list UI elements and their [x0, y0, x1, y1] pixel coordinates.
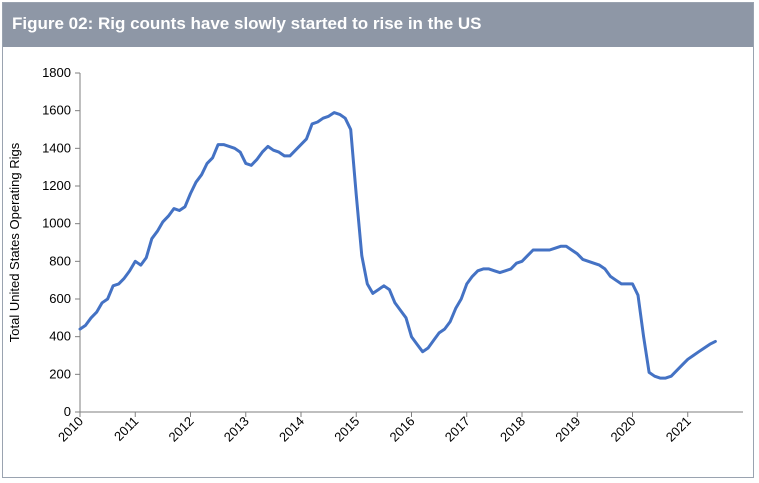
x-tick-label: 2020	[608, 414, 639, 445]
y-tick-label: 1200	[42, 178, 71, 193]
y-tick-label: 600	[49, 291, 71, 306]
x-tick-label: 2017	[442, 414, 473, 445]
x-tick-label: 2018	[497, 414, 528, 445]
chart-frame: Figure 02: Rig counts have slowly starte…	[2, 2, 754, 478]
y-tick-label: 1600	[42, 103, 71, 118]
chart-title: Figure 02: Rig counts have slowly starte…	[3, 3, 753, 47]
y-tick-label: 0	[64, 404, 71, 419]
y-tick-label: 400	[49, 329, 71, 344]
x-tick-label: 2013	[221, 414, 252, 445]
x-tick-label: 2015	[331, 414, 362, 445]
line-chart: 0 200 400 600 800 1000 1200 1400 1600 1800 2010 201…	[7, 65, 743, 445]
x-tick-label: 2016	[387, 414, 418, 445]
x-tick-label: 2019	[552, 414, 583, 445]
series-line-0	[78, 111, 717, 380]
y-axis-title: Total United States Operating Rigs	[7, 142, 22, 342]
y-tick-label: 800	[49, 253, 71, 268]
y-tick-label: 1000	[42, 216, 71, 231]
y-tick-label: 1800	[42, 65, 71, 80]
y-tick-label: 1400	[42, 140, 71, 155]
x-tick-label: 2010	[55, 414, 86, 445]
x-tick-label: 2011	[111, 414, 141, 444]
y-tick-label: 200	[49, 366, 71, 381]
x-tick-label: 2014	[276, 414, 307, 445]
x-tick-label: 2012	[166, 414, 197, 445]
x-tick-label: 2021	[663, 414, 694, 445]
